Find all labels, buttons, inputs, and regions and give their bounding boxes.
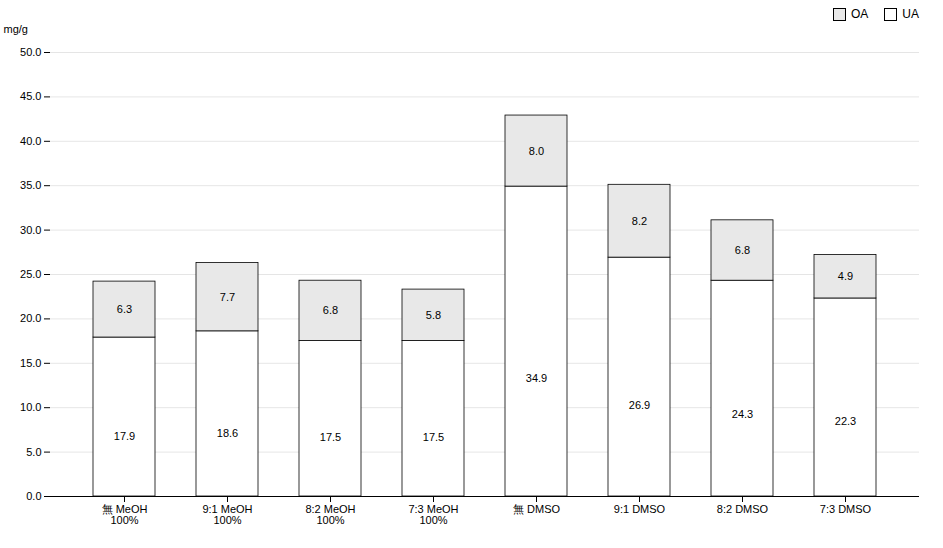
svg-text:34.9: 34.9 <box>526 372 547 384</box>
svg-text:7.7: 7.7 <box>220 291 235 303</box>
svg-text:24.3: 24.3 <box>732 408 753 420</box>
svg-text:25.0: 25.0 <box>20 268 41 280</box>
svg-text:5.0: 5.0 <box>26 446 41 458</box>
svg-text:7:3 MeOH100%: 7:3 MeOH100% <box>408 503 458 526</box>
svg-text:26.9: 26.9 <box>629 399 650 411</box>
svg-text:10.0: 10.0 <box>20 401 41 413</box>
svg-text:20.0: 20.0 <box>20 312 41 324</box>
svg-text:17.9: 17.9 <box>114 430 135 442</box>
svg-text:4.9: 4.9 <box>838 270 853 282</box>
html-text:OA: OA <box>851 7 869 21</box>
svg-text:17.5: 17.5 <box>423 431 444 443</box>
svg-text:45.0: 45.0 <box>20 90 41 102</box>
svg-text:9:1 DMSO: 9:1 DMSO <box>614 503 666 515</box>
svg-text:無 DMSO: 無 DMSO <box>513 503 561 515</box>
svg-text:8:2 DMSO: 8:2 DMSO <box>717 503 769 515</box>
html-text:UA: UA <box>902 7 919 21</box>
svg-text:35.0: 35.0 <box>20 179 41 191</box>
svg-text:22.3: 22.3 <box>835 415 856 427</box>
svg-text:9:1 MeOH100%: 9:1 MeOH100% <box>202 503 252 526</box>
svg-text:6.8: 6.8 <box>323 304 338 316</box>
svg-text:6.3: 6.3 <box>117 303 132 315</box>
svg-text:0.0: 0.0 <box>26 490 41 502</box>
svg-text:8:2 MeOH100%: 8:2 MeOH100% <box>305 503 355 526</box>
svg-text:40.0: 40.0 <box>20 135 41 147</box>
svg-text:7:3 DMSO: 7:3 DMSO <box>820 503 872 515</box>
svg-text:30.0: 30.0 <box>20 224 41 236</box>
svg-text:8.2: 8.2 <box>632 215 647 227</box>
svg-text:無 MeOH100%: 無 MeOH100% <box>102 503 148 526</box>
svg-text:50.0: 50.0 <box>20 46 41 58</box>
svg-text:5.8: 5.8 <box>426 309 441 321</box>
svg-text:15.0: 15.0 <box>20 357 41 369</box>
svg-text:mg/g: mg/g <box>4 23 28 35</box>
svg-text:8.0: 8.0 <box>529 145 544 157</box>
svg-text:6.8: 6.8 <box>735 244 750 256</box>
svg-text:17.5: 17.5 <box>320 431 341 443</box>
svg-text:18.6: 18.6 <box>217 427 238 439</box>
